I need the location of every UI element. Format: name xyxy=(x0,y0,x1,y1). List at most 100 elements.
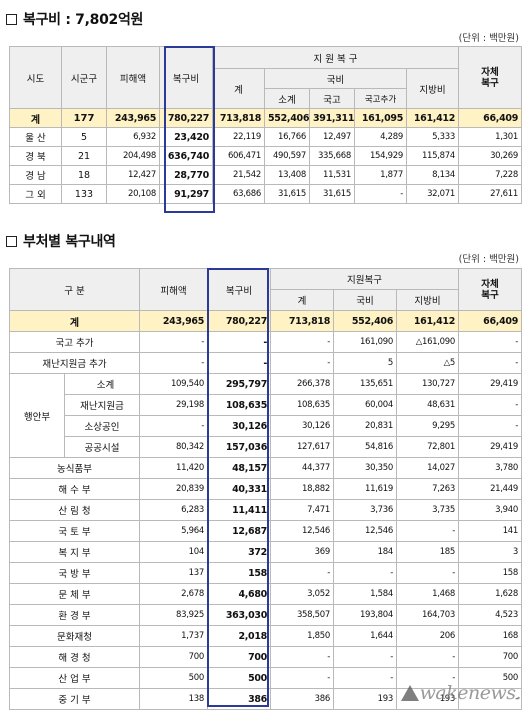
section2-unit: (단위 : 백만원) xyxy=(458,254,519,265)
table-row: 경 북 21 204,498 636,740 606,471 490,597 335,668… xyxy=(9,146,523,166)
table-cell: 193,804 xyxy=(333,604,397,626)
table-cell: 130,727 xyxy=(395,373,460,395)
table-cell: 386 xyxy=(207,688,271,710)
table-cell: 29,419 xyxy=(458,436,523,458)
table-cell: 11,411 xyxy=(207,499,271,521)
section1-title-text: 복구비 : 7,802억원 xyxy=(23,12,144,28)
table-row: 복 지 부 104 372 369 184 185 3 xyxy=(9,541,523,563)
table-cell: 193 xyxy=(333,688,397,710)
table-cell: 335,668 xyxy=(309,146,355,166)
table-row: 공공시설 80,342 157,036 127,617 54,816 72,801 29,4… xyxy=(10,436,523,458)
table-cell: - xyxy=(395,520,460,542)
table-cell: 135,651 xyxy=(333,373,397,395)
table-cell: 계 xyxy=(9,108,62,128)
table-cell: 8,134 xyxy=(405,165,460,185)
section1-title: 복구비 : 7,802억원 xyxy=(6,9,143,29)
table-cell: 14,027 xyxy=(395,457,460,479)
table-row: 산 업 부 500 500- - -500 xyxy=(9,667,523,689)
table-cell: 104 xyxy=(139,541,208,563)
table-cell: - xyxy=(270,667,334,689)
table-cell: 386 xyxy=(270,688,334,710)
table-row: 농식품부 11,420 48,157 44,377 30,350 14,027 3,780 xyxy=(9,457,523,479)
table-cell: 3,735 xyxy=(395,499,460,521)
table-cell: 11,619 xyxy=(333,478,397,500)
table-cell: 30,350 xyxy=(333,457,397,479)
row-label: 문화재청 xyxy=(9,625,140,647)
table-cell: 369 xyxy=(270,541,334,563)
row-label: 산 업 부 xyxy=(9,667,140,689)
table-cell: 5,333 xyxy=(405,127,460,147)
table-cell: 108,635 xyxy=(207,394,271,416)
header-region: 시도 xyxy=(9,46,62,109)
table-row: 국고 추가 - - -161,090 △161,090- xyxy=(9,331,523,353)
table-cell: 2,018 xyxy=(207,625,271,647)
table-cell: 60,004 xyxy=(333,394,397,416)
table-row: 문화재청 1,737 2,018 1,850 1,644 206 168 xyxy=(9,625,523,647)
table-cell: △5 xyxy=(395,352,460,374)
table-cell: 3 xyxy=(458,541,523,563)
table-cell: 177 xyxy=(61,108,107,128)
header-local: 지방비 xyxy=(405,68,460,109)
table-cell: 29,198 xyxy=(139,394,208,416)
table-cell: 5 xyxy=(333,352,397,374)
section1-unit: (단위 : 백만원) xyxy=(458,33,519,44)
table-cell: 3,940 xyxy=(458,499,523,521)
table-row: 재난지원금 29,198 108,635 108,635 60,004 48,631- xyxy=(10,394,523,416)
table-row: 국 토 부 5,964 12,687 12,546 12,546-141 xyxy=(9,520,523,542)
header-damage: 피해액 xyxy=(139,268,208,311)
table-cell: 80,342 xyxy=(139,436,208,458)
table-cell: - xyxy=(270,352,334,374)
row-label: 계 xyxy=(9,310,140,332)
table-cell: 137 xyxy=(139,562,208,584)
row-label: 해 경 청 xyxy=(9,646,140,668)
row-label: 소계 xyxy=(64,373,140,395)
table-cell: 4,680 xyxy=(207,583,271,605)
table-cell: 2,678 xyxy=(139,583,208,605)
table-cell: 1,737 xyxy=(139,625,208,647)
table-cell: 7,263 xyxy=(395,478,460,500)
table-cell: - xyxy=(333,646,397,668)
table-cell: 18,882 xyxy=(270,478,334,500)
table-cell: - xyxy=(354,184,407,204)
table-cell: - xyxy=(395,562,460,584)
table-cell: 713,818 xyxy=(270,310,334,332)
table-cell: 12,687 xyxy=(207,520,271,542)
table-cell: - xyxy=(139,415,208,437)
table-cell: - xyxy=(270,331,334,353)
header-damage: 피해액 xyxy=(106,46,160,109)
table-cell: 552,406 xyxy=(333,310,397,332)
table-cell: 72,801 xyxy=(395,436,460,458)
table-cell: 29,419 xyxy=(458,373,523,395)
table-row: 산 림 청 6,283 11,411 7,471 3,736 3,735 3,940 xyxy=(9,499,523,521)
table-cell: 1,850 xyxy=(270,625,334,647)
table-cell: 3,780 xyxy=(458,457,523,479)
table-row: 문 체 부 2,678 4,680 3,052 1,584 1,468 1,628 xyxy=(9,583,523,605)
table-cell: 31,615 xyxy=(309,184,355,204)
row-label: 공공시설 xyxy=(64,436,140,458)
table-cell: 울 산 xyxy=(9,127,62,147)
table-cell: 161,090 xyxy=(333,331,397,353)
table-row: 해 경 청 700 700- - -700 xyxy=(9,646,523,668)
header-support: 지원복구 xyxy=(269,268,460,290)
table-cell: 141 xyxy=(458,520,523,542)
table-cell: 48,631 xyxy=(395,394,460,416)
table-cell: 91,297 xyxy=(159,184,213,204)
table-cell: 27,611 xyxy=(458,184,523,204)
watermark-logo: wakenews. xyxy=(400,682,522,704)
table-cell: 11,420 xyxy=(139,457,208,479)
table-cell: 168 xyxy=(458,625,523,647)
table-cell: 20,839 xyxy=(139,478,208,500)
table-cell: 12,546 xyxy=(270,520,334,542)
header-county: 시군구 xyxy=(61,46,107,109)
table-cell: 5,964 xyxy=(139,520,208,542)
row-label: 국고 추가 xyxy=(9,331,140,353)
table-cell: 30,126 xyxy=(207,415,271,437)
table-cell: 780,227 xyxy=(207,310,271,332)
triangle-logo-icon xyxy=(400,685,419,701)
header-category: 구 분 xyxy=(9,268,140,311)
table-cell: 3,052 xyxy=(270,583,334,605)
checkbox-square-icon xyxy=(6,236,17,247)
table-cell: 48,157 xyxy=(207,457,271,479)
table-cell: 12,497 xyxy=(309,127,355,147)
table-cell: 700 xyxy=(458,646,523,668)
